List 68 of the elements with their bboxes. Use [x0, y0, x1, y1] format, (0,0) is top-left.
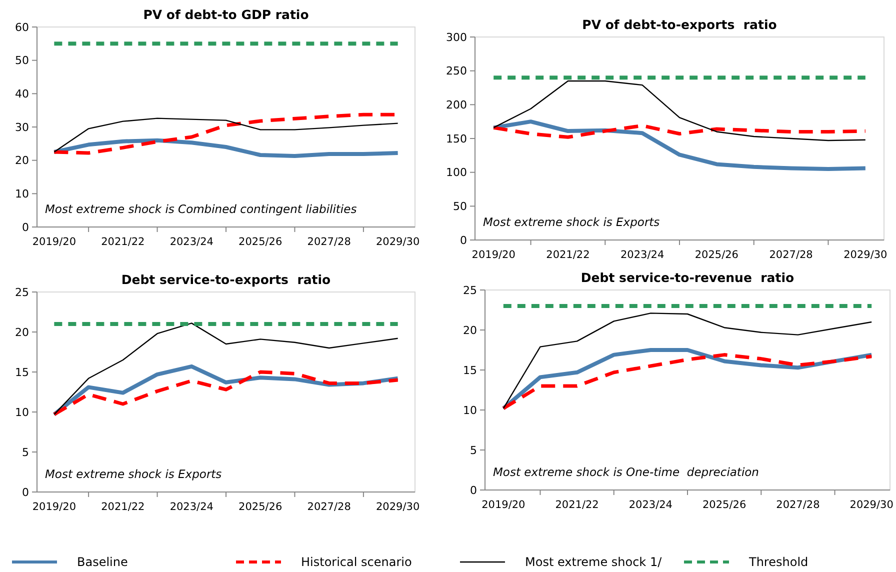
x-tick-label: 2027/28: [776, 499, 820, 511]
y-tick-label: 5: [22, 446, 29, 459]
y-tick-label: 10: [463, 404, 477, 417]
line-series: [52, 138, 400, 158]
y-tick-label: 5: [470, 444, 477, 457]
annotation: Most extreme shock is Exports: [45, 467, 222, 481]
line-series: [492, 120, 868, 171]
x-tick-label: 2023/24: [620, 249, 664, 261]
y-tick-label: 20: [15, 154, 29, 168]
y-tick-label: 15: [15, 366, 29, 379]
x-tick-label: 2019/20: [482, 499, 526, 511]
y-tick-label: 50: [15, 54, 29, 68]
line-series: [492, 80, 866, 142]
x-tick-label: 2027/28: [307, 501, 351, 513]
y-tick-label: 20: [15, 326, 29, 339]
x-tick-label: 2025/26: [238, 501, 282, 513]
line-series: [492, 124, 868, 139]
y-tick-label: 15: [463, 364, 477, 377]
annotation: Most extreme shock is Exports: [483, 215, 660, 229]
x-tick-label: 2021/22: [101, 501, 145, 513]
x-tick-label: 2023/24: [170, 236, 214, 248]
y-tick-label: 0: [460, 234, 467, 247]
y-tick-label: 20: [463, 324, 477, 337]
legend-label: Baseline: [77, 555, 128, 570]
y-tick-label: 300: [446, 30, 467, 44]
legend-label: Historical scenario: [301, 555, 412, 570]
chart-title: Debt service-to-exports ratio: [121, 272, 332, 287]
y-tick-label: 30: [15, 120, 29, 134]
x-tick-label: 2021/22: [101, 236, 145, 248]
x-tick-label: 2029/30: [850, 499, 894, 511]
y-tick-label: 25: [15, 286, 29, 299]
y-tick-label: 50: [453, 200, 467, 214]
line-series: [54, 322, 398, 415]
x-tick-label: 2027/28: [769, 249, 813, 261]
legend-label: Most extreme shock 1/: [525, 555, 663, 570]
x-tick-label: 2025/26: [238, 236, 282, 248]
y-tick-label: 10: [15, 188, 29, 201]
y-tick-label: 25: [463, 284, 477, 297]
y-tick-label: 0: [470, 484, 477, 497]
y-tick-label: 250: [446, 64, 467, 78]
line-series: [502, 312, 872, 409]
x-tick-label: 2021/22: [546, 249, 590, 261]
annotation: Most extreme shock is One-time depreciation: [493, 465, 759, 479]
x-tick-label: 2019/20: [472, 249, 516, 261]
chart-title: PV of debt-to GDP ratio: [143, 7, 310, 22]
x-tick-label: 2019/20: [32, 501, 76, 513]
x-tick-label: 2029/30: [844, 249, 888, 261]
y-tick-label: 40: [15, 88, 29, 101]
y-tick-label: 10: [15, 406, 29, 419]
x-tick-label: 2023/24: [170, 501, 214, 513]
y-tick-label: 150: [446, 132, 467, 146]
x-tick-label: 2029/30: [376, 501, 420, 513]
y-tick-label: 60: [15, 20, 29, 34]
annotation: Most extreme shock is Combined contingent liabilities: [45, 202, 357, 216]
x-tick-label: 2025/26: [694, 249, 739, 261]
x-tick-label: 2023/24: [628, 499, 673, 511]
y-tick-label: 100: [446, 166, 467, 180]
chart-title: PV of debt-to-exports ratio: [582, 17, 778, 32]
chart-title: Debt service-to-revenue ratio: [580, 270, 794, 285]
x-tick-label: 2019/20: [32, 236, 76, 248]
y-tick-label: 0: [22, 220, 29, 234]
legend-label: Threshold: [748, 555, 808, 570]
x-tick-label: 2027/28: [307, 236, 351, 248]
y-tick-label: 200: [446, 98, 467, 112]
x-tick-label: 2021/22: [555, 499, 599, 511]
x-tick-label: 2025/26: [702, 499, 746, 511]
x-tick-label: 2029/30: [376, 236, 420, 248]
y-tick-label: 0: [22, 486, 29, 499]
